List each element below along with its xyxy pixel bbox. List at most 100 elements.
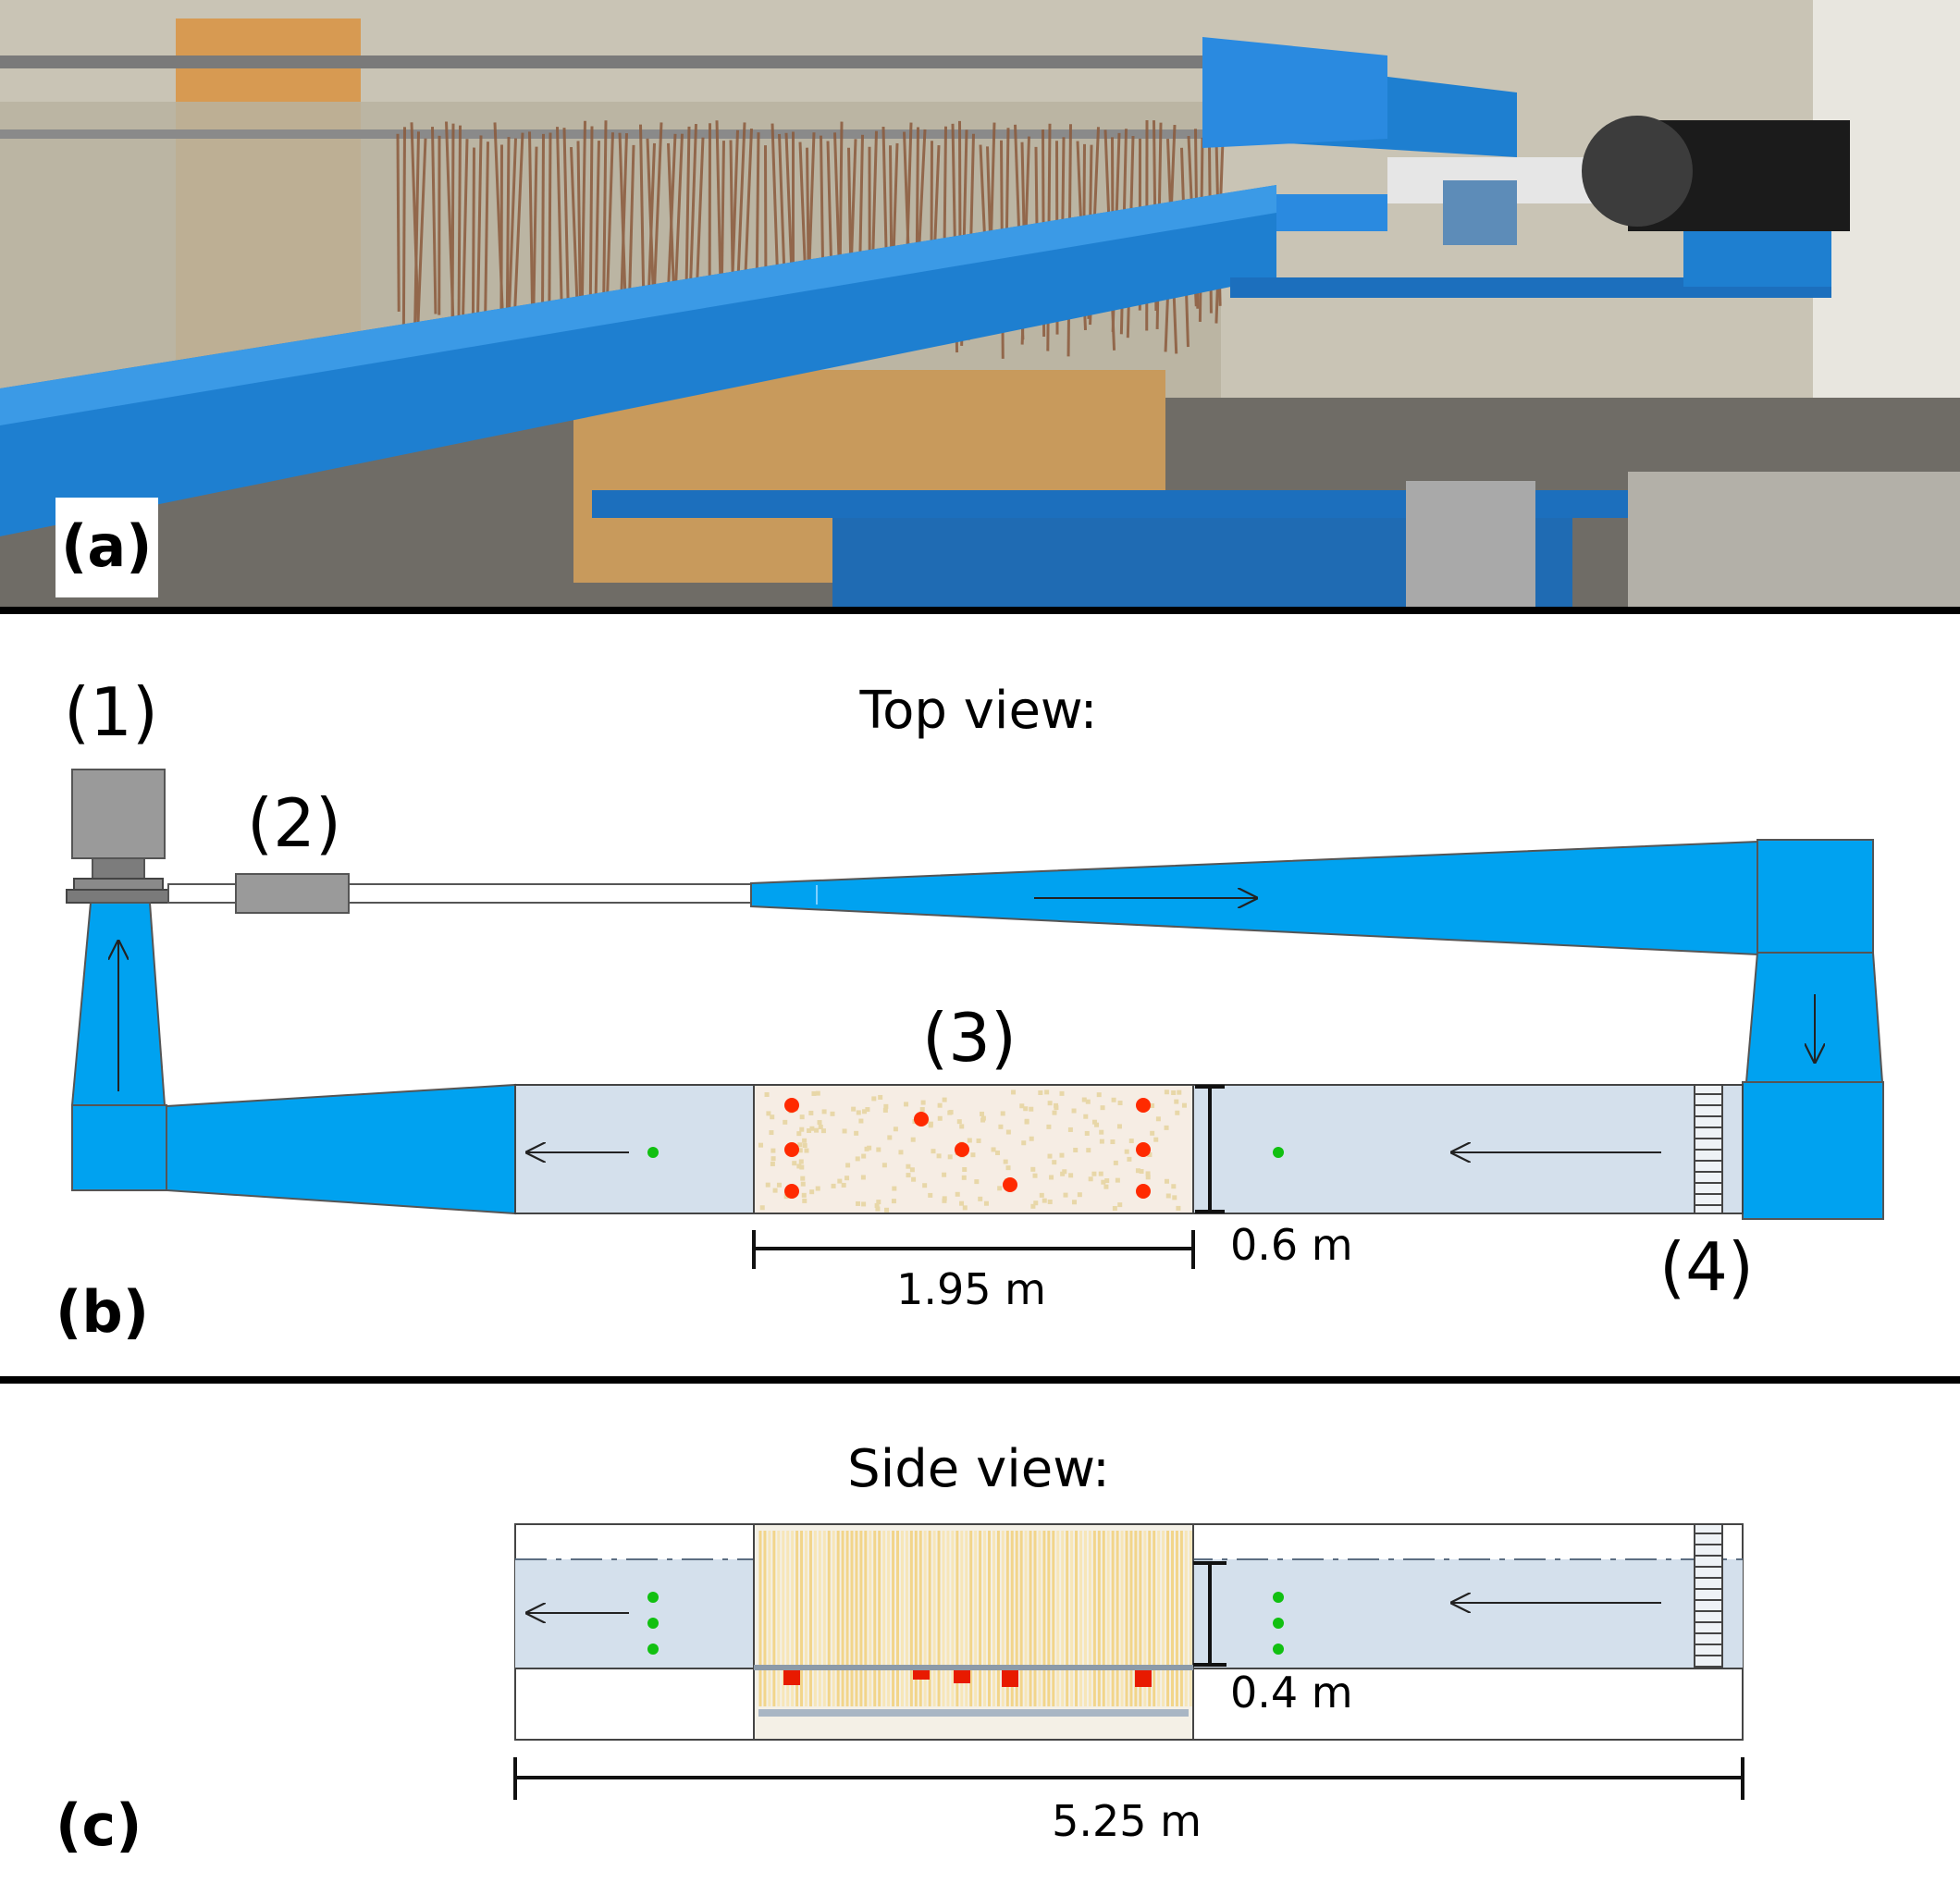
label-1: (1)	[64, 673, 158, 751]
canopy-element	[959, 1200, 965, 1206]
canopy-element	[1164, 1178, 1169, 1184]
canopy-element	[809, 1126, 815, 1131]
canopy-element	[909, 1167, 915, 1173]
pressure-probe	[1135, 1670, 1152, 1687]
canopy-element	[766, 1111, 771, 1116]
canopy-element	[1145, 1171, 1151, 1176]
canopy-element	[910, 1137, 916, 1142]
canopy-element	[876, 1200, 881, 1205]
canopy-element	[800, 1176, 806, 1181]
canopy-element	[1038, 1090, 1043, 1095]
honeycomb-side	[1694, 1523, 1723, 1669]
canopy-element	[976, 1138, 981, 1143]
canopy-element	[856, 1200, 861, 1206]
canopy-element	[887, 1135, 893, 1140]
canopy-element	[1029, 1136, 1034, 1141]
canopy-element	[1177, 1090, 1182, 1095]
canopy-element	[798, 1159, 804, 1164]
canopy-element	[797, 1148, 803, 1153]
canopy-element	[1155, 1116, 1161, 1122]
canopy-element	[1145, 1175, 1151, 1180]
dim-width-label: 0.6 m	[1230, 1220, 1353, 1270]
canopy-element	[911, 1176, 917, 1182]
canopy-element	[1042, 1198, 1047, 1203]
honeycomb-top	[1694, 1084, 1723, 1214]
canopy-element	[937, 1102, 943, 1108]
canopy-element	[831, 1183, 836, 1188]
canopy-element	[783, 1194, 789, 1200]
canopy-element	[844, 1176, 850, 1181]
canopy-element	[1098, 1171, 1103, 1176]
dim-depth-label: 0.4 m	[1230, 1668, 1353, 1717]
canopy-element	[809, 1189, 815, 1195]
canopy-element	[1172, 1195, 1177, 1200]
canopy-element	[1164, 1125, 1169, 1130]
canopy-element	[931, 1149, 936, 1154]
canopy-element	[937, 1115, 943, 1121]
pressure-probe	[955, 1142, 969, 1157]
canopy-element	[799, 1114, 805, 1120]
canopy-element	[1052, 1160, 1057, 1165]
divider-top	[0, 607, 1960, 614]
dimension-total	[513, 1757, 1744, 1800]
dimension-width	[1195, 1085, 1225, 1213]
canopy-element	[1049, 1175, 1054, 1180]
pressure-probe	[1003, 1177, 1017, 1192]
canopy-element	[860, 1175, 866, 1180]
canopy-element	[955, 1191, 960, 1197]
sensor-upstream-a	[1273, 1592, 1284, 1603]
canopy-element	[758, 1142, 764, 1148]
canopy-element	[898, 1150, 904, 1155]
canopy-element	[802, 1138, 807, 1143]
canopy-element	[1077, 1192, 1082, 1198]
canopy-element	[1127, 1156, 1132, 1162]
canopy-element	[776, 1182, 782, 1188]
canopy-element	[1060, 1171, 1066, 1176]
canopy-element	[1174, 1099, 1179, 1104]
pressure-probe	[954, 1670, 970, 1683]
canopy-element	[1135, 1168, 1140, 1174]
canopy-element	[1099, 1129, 1104, 1135]
canopy-element	[874, 1202, 880, 1208]
canopy-element	[942, 1097, 947, 1102]
support-plate	[758, 1709, 1189, 1717]
dim-length-label: 1.95 m	[896, 1264, 1046, 1314]
canopy-element	[1005, 1129, 1011, 1135]
canopy-element	[904, 1102, 909, 1107]
canopy-element	[1059, 1090, 1065, 1096]
canopy-element	[942, 1198, 947, 1203]
canopy-element	[1032, 1173, 1038, 1178]
canopy-element	[1039, 1192, 1044, 1198]
sensor-downstream-top	[647, 1147, 659, 1158]
photo-wind-tunnel-setup	[0, 0, 1960, 607]
canopy-element	[967, 1138, 972, 1143]
canopy-element	[1059, 1152, 1065, 1158]
canopy-element	[796, 1131, 802, 1137]
canopy-element	[867, 1145, 872, 1151]
pressure-probe	[784, 1098, 799, 1113]
sensor-downstream-b	[647, 1618, 659, 1629]
pressure-probe	[1136, 1184, 1151, 1199]
canopy-element	[783, 1119, 788, 1125]
canopy-element	[956, 1119, 962, 1125]
canopy-element	[962, 1205, 968, 1211]
canopy-element	[1104, 1178, 1110, 1184]
canopy-element	[1024, 1119, 1029, 1125]
canopy-element	[845, 1163, 851, 1168]
canopy-element	[799, 1127, 805, 1132]
canopy-element	[983, 1200, 989, 1206]
canopy-stems-side	[758, 1531, 1192, 1706]
canopy-element	[893, 1127, 898, 1132]
canopy-element	[991, 1147, 996, 1152]
canopy-element	[1000, 1111, 1005, 1116]
canopy-element	[1101, 1179, 1106, 1185]
canopy-element	[1113, 1160, 1118, 1165]
canopy-element	[1071, 1108, 1077, 1114]
pressure-probe	[784, 1142, 799, 1157]
canopy-element	[769, 1130, 774, 1136]
canopy-element	[864, 1146, 869, 1151]
canopy-element	[1086, 1148, 1091, 1153]
canopy-element	[802, 1198, 807, 1203]
canopy-element	[802, 1143, 807, 1149]
corner-box-top-right	[1757, 839, 1874, 954]
